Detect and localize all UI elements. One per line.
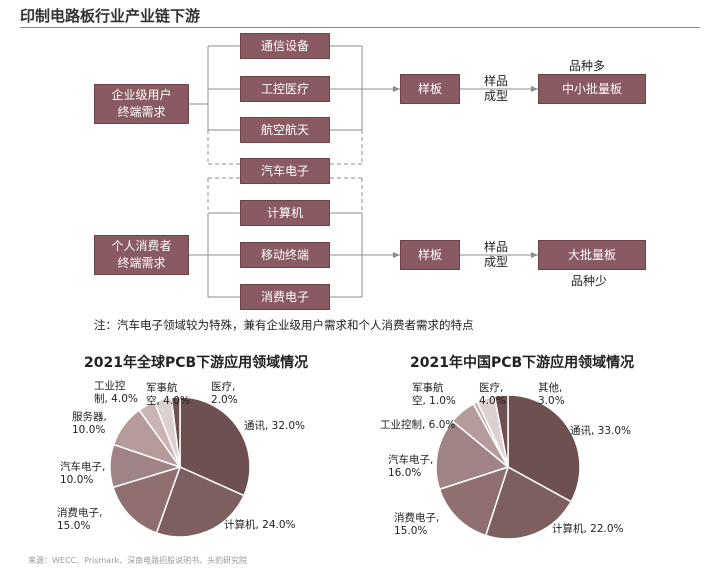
source-note: 来源：WECC、Prismark、深南电路招股说明书、头豹研究院 bbox=[28, 556, 248, 565]
pie-global-slice-2 bbox=[112, 465, 182, 534]
app-box-automotive: 汽车电子 bbox=[240, 158, 330, 184]
enterprise-demand-box: 企业级用户 终端需求 bbox=[94, 84, 189, 124]
pie-global-label-server: 服务器, 10.0% bbox=[72, 411, 107, 436]
pie-global-slice-7 bbox=[170, 396, 181, 468]
pie-global-slice-1 bbox=[155, 465, 245, 538]
output-label-bottom: 品种少 bbox=[571, 274, 608, 288]
pie-china-label-computer: 计算机, 22.0% bbox=[552, 523, 624, 535]
pie-global-label-telecom: 通讯, 32.0% bbox=[244, 420, 306, 432]
pie-global-label-medical: 医疗, 2.0% bbox=[211, 381, 238, 406]
pie-china bbox=[435, 394, 581, 540]
output-box-mass: 大批量板 bbox=[538, 240, 646, 270]
pie-china-slice-7 bbox=[493, 394, 509, 468]
app-box-computer: 计算机 bbox=[240, 200, 330, 226]
app-box-aerospace: 航空航天 bbox=[240, 117, 330, 143]
pie-china-slice-0 bbox=[507, 394, 581, 503]
pie-global-label-industrial: 工业控 制, 4.0% bbox=[94, 380, 138, 405]
sample-box-top: 样板 bbox=[400, 74, 460, 104]
app-box-consumer-electronics: 消费电子 bbox=[240, 284, 330, 310]
pie-china-slice-1 bbox=[484, 465, 573, 540]
pie-global-label-military: 军事航 空, 4.0% bbox=[146, 382, 190, 407]
pie-china-label-military: 军事航 空, 1.0% bbox=[412, 382, 456, 407]
consumer-demand-box: 个人消费者 终端需求 bbox=[94, 235, 189, 275]
pie-china-slice-3 bbox=[435, 420, 510, 491]
page-title: 印制电路板行业产业链下游 bbox=[20, 7, 201, 25]
app-box-industrial-medical: 工控医疗 bbox=[240, 76, 330, 102]
sample-label-bottom: 样品 成型 bbox=[484, 240, 509, 269]
output-label-top: 品种多 bbox=[569, 59, 606, 73]
app-box-telecom: 通信设备 bbox=[240, 33, 330, 59]
pie-title-china: 2021年中国PCB下游应用领域情况 bbox=[410, 355, 635, 371]
pie-china-label-telecom: 通讯, 33.0% bbox=[570, 425, 632, 437]
pie-title-global: 2021年全球PCB下游应用领域情况 bbox=[84, 355, 309, 371]
output-box-small-batch: 中小批量板 bbox=[538, 74, 646, 104]
pie-global-label-consumer: 消费电子, 15.0% bbox=[57, 507, 103, 532]
pie-global-label-computer: 计算机, 24.0% bbox=[224, 519, 296, 531]
pie-china-label-medical: 医疗, 4.0% bbox=[479, 382, 506, 407]
footnote: 注：汽车电子领域较为特殊，兼有企业级用户需求和个人消费者需求的特点 bbox=[94, 318, 474, 332]
title-rule bbox=[20, 27, 700, 28]
sample-box-bottom: 样板 bbox=[400, 240, 460, 270]
pie-global-label-automotive: 汽车电子, 10.0% bbox=[60, 461, 106, 486]
sample-label-top: 样品 成型 bbox=[484, 74, 509, 103]
pie-china-label-other: 其他, 3.0% bbox=[538, 382, 565, 407]
pie-china-label-industrial: 工业控制, 6.0% bbox=[380, 419, 456, 431]
pie-china-label-consumer: 消费电子, 15.0% bbox=[394, 512, 440, 537]
app-box-mobile: 移动终端 bbox=[240, 242, 330, 268]
pie-global-slice-0 bbox=[179, 396, 251, 497]
pie-china-label-automotive: 汽车电子, 16.0% bbox=[388, 454, 434, 479]
pie-global bbox=[109, 396, 251, 538]
